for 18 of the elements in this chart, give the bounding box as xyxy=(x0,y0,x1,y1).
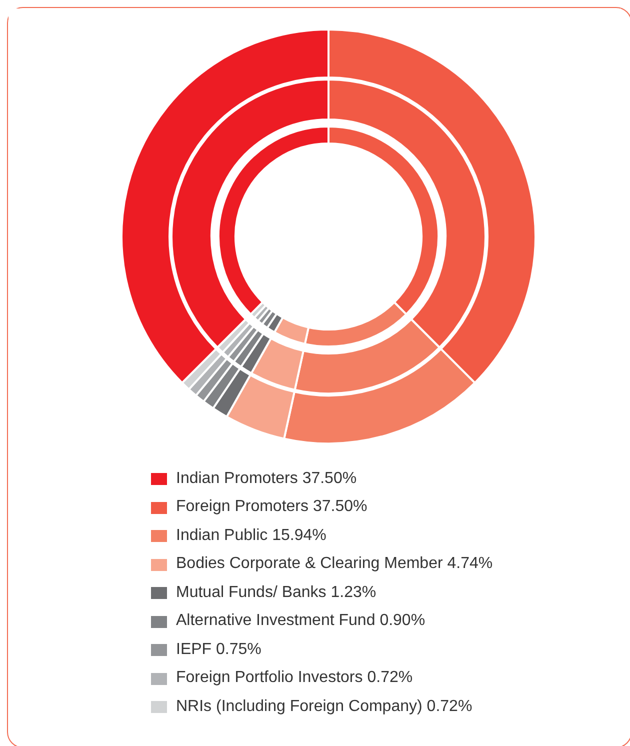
legend-label: Alternative Investment Fund xyxy=(176,611,376,632)
text: 37.50% xyxy=(302,470,357,487)
text: 0.72% xyxy=(367,669,413,686)
text: 15.94% xyxy=(272,526,326,544)
text: 0.90% xyxy=(380,612,426,630)
text: 4.74% xyxy=(447,555,493,572)
legend-label: Foreign Portfolio Investors xyxy=(176,668,363,688)
text: 0.72% xyxy=(426,698,472,715)
legend-label: Indian Public xyxy=(176,526,268,546)
legend-label: Bodies Corporate & Clearing Member xyxy=(176,554,443,574)
text: 37.50% xyxy=(312,498,368,516)
legend-label: Foreign Promoters xyxy=(176,497,308,518)
text: 1.23% xyxy=(330,584,376,601)
legend-label: Mutual Funds/ Banks xyxy=(176,582,326,603)
text: 0.75% xyxy=(216,640,262,658)
legend-label: IEPF xyxy=(176,640,212,660)
legend-label: NRIs (Including Foreign Company) xyxy=(176,696,422,717)
legend-label: Indian Promoters xyxy=(176,468,298,489)
